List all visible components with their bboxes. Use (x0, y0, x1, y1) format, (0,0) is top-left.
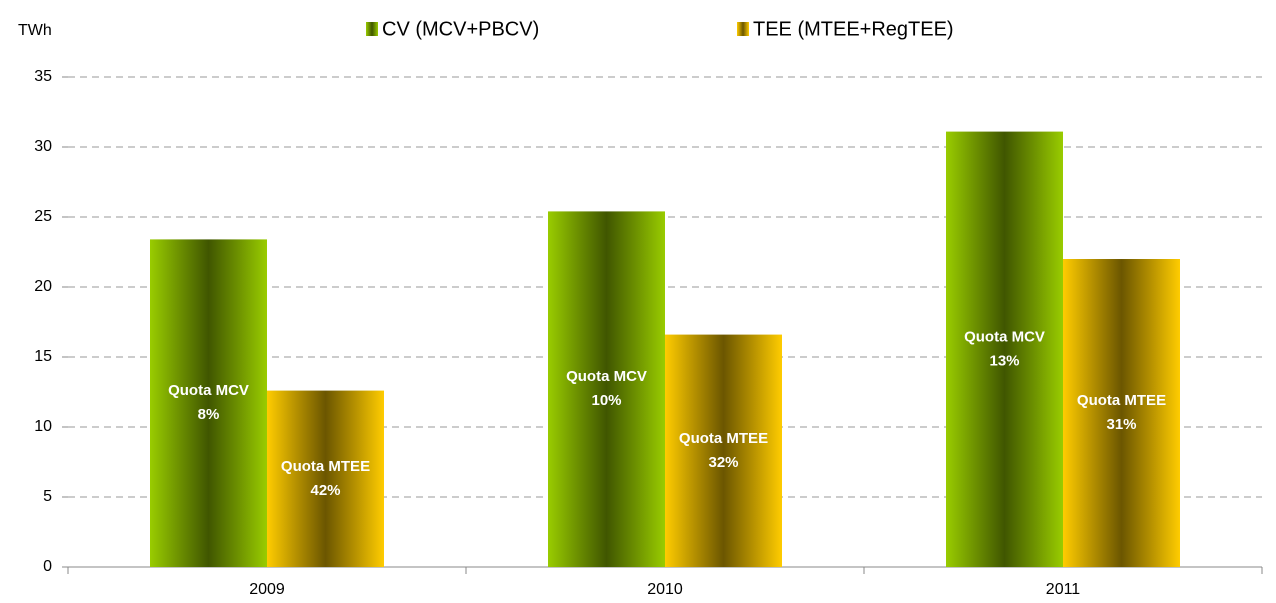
bar (946, 131, 1063, 567)
bar-share-label: 13% (989, 352, 1019, 369)
legend-label: TEE (MTEE+RegTEE) (753, 18, 954, 40)
bar (548, 211, 665, 567)
y-axis-unit: TWh (18, 22, 52, 39)
bar-inner-label: Quota MTEE (679, 430, 768, 447)
y-tick-label: 0 (43, 558, 52, 575)
y-tick-label: 15 (34, 348, 52, 365)
bar-inner-label: Quota MCV (168, 382, 249, 399)
bar-share-label: 42% (310, 482, 340, 499)
bar-inner-label: Quota MTEE (281, 458, 370, 475)
legend-swatch (366, 22, 378, 36)
bar-share-label: 31% (1106, 416, 1136, 433)
x-tick-label: 2011 (1046, 581, 1081, 598)
x-tick-label: 2009 (249, 581, 285, 598)
legend-swatch (737, 22, 749, 36)
bar (150, 239, 267, 567)
x-tick-label: 2010 (647, 581, 683, 598)
bar-share-label: 10% (591, 392, 621, 409)
bar (267, 390, 384, 567)
bar-inner-label: Quota MCV (566, 368, 647, 385)
y-tick-label: 30 (34, 138, 52, 155)
legend-label: CV (MCV+PBCV) (382, 18, 539, 40)
bar (665, 334, 782, 567)
y-tick-label: 20 (34, 278, 52, 295)
bar-inner-label: Quota MCV (964, 328, 1045, 345)
y-tick-label: 10 (34, 418, 52, 435)
y-tick-label: 25 (34, 208, 52, 225)
bar-inner-label: Quota MTEE (1077, 392, 1166, 409)
y-tick-label: 35 (34, 68, 52, 85)
bar-share-label: 8% (198, 406, 220, 423)
bar (1063, 259, 1180, 567)
y-tick-label: 5 (43, 488, 52, 505)
bar-share-label: 32% (708, 454, 738, 471)
